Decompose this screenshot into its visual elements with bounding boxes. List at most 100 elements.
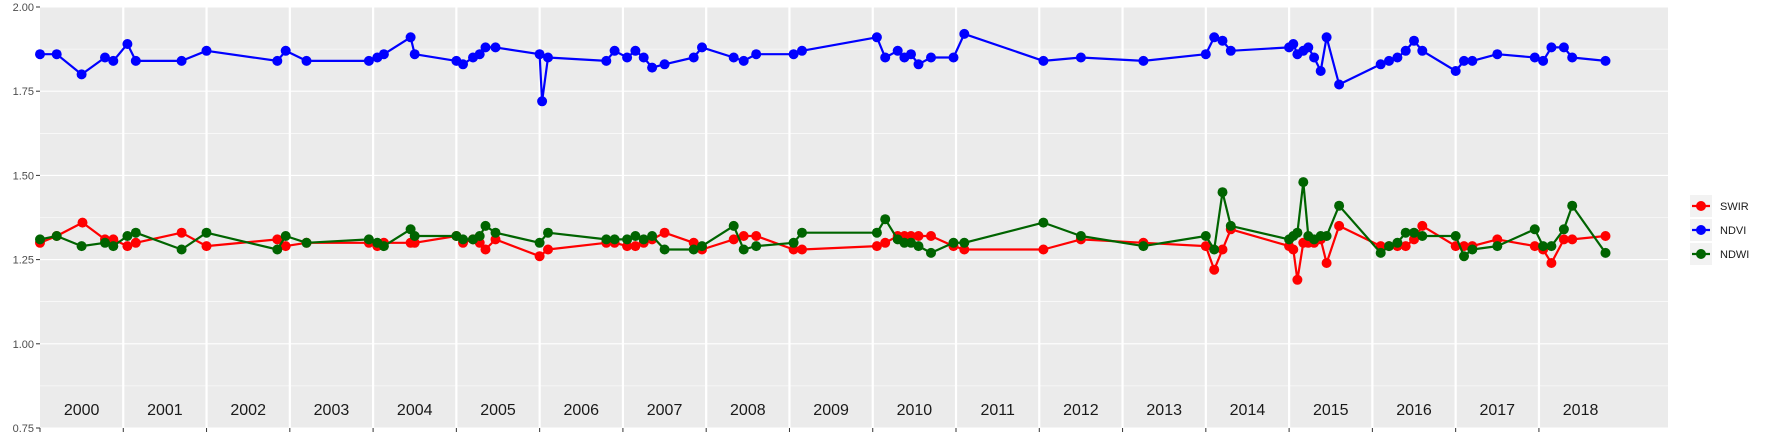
data-point xyxy=(1292,274,1303,285)
data-point xyxy=(77,217,88,228)
y-tick-label: 1.00 xyxy=(13,339,34,351)
data-point xyxy=(76,241,87,252)
data-point xyxy=(728,234,739,245)
data-point xyxy=(1200,49,1211,60)
data-point xyxy=(130,237,141,248)
year-label: 2007 xyxy=(647,402,683,419)
data-point xyxy=(1309,52,1320,63)
data-point xyxy=(363,55,374,66)
data-point xyxy=(1315,66,1326,76)
data-point xyxy=(892,45,903,56)
year-label: 2008 xyxy=(730,402,766,419)
data-point xyxy=(1459,251,1469,262)
data-point xyxy=(122,39,133,49)
year-label: 2005 xyxy=(480,402,516,419)
legend-key-point xyxy=(1696,249,1706,259)
data-point xyxy=(906,49,916,60)
data-point xyxy=(1138,55,1149,66)
data-point xyxy=(176,244,187,255)
data-point xyxy=(1200,241,1211,252)
y-tick-label: 1.25 xyxy=(13,255,34,267)
data-point xyxy=(1492,241,1503,252)
data-point xyxy=(480,42,491,53)
data-point xyxy=(1334,200,1345,211)
data-point xyxy=(301,55,312,66)
year-label: 2011 xyxy=(980,402,1015,419)
legend-key-point xyxy=(1696,225,1706,235)
data-point xyxy=(1225,45,1236,56)
data-point xyxy=(35,234,45,245)
data-point xyxy=(1400,241,1411,252)
year-label: 2004 xyxy=(397,402,433,419)
data-point xyxy=(1538,55,1549,66)
data-point xyxy=(1450,66,1461,76)
data-point xyxy=(738,231,749,241)
minor-gridlines xyxy=(40,48,1668,387)
year-label: 2009 xyxy=(813,402,849,419)
data-point xyxy=(301,237,312,248)
data-point xyxy=(1392,237,1403,248)
data-point xyxy=(176,55,187,66)
data-point xyxy=(1209,32,1220,43)
data-point xyxy=(1409,35,1419,46)
data-point xyxy=(1529,52,1540,63)
legend-label-ndwi: NDWI xyxy=(1720,249,1749,261)
data-point xyxy=(108,55,119,66)
data-point xyxy=(926,52,936,63)
data-point xyxy=(880,52,891,63)
data-point xyxy=(906,237,916,248)
data-point xyxy=(272,55,283,66)
data-point xyxy=(638,52,649,63)
data-point xyxy=(1217,187,1228,198)
data-point xyxy=(751,241,762,252)
series-ndvi xyxy=(35,28,1611,107)
data-point xyxy=(1529,241,1540,252)
data-point xyxy=(76,69,87,80)
data-point xyxy=(1400,227,1411,238)
data-point xyxy=(1567,200,1578,211)
data-point xyxy=(659,227,670,238)
data-point xyxy=(1417,220,1428,231)
legend-label-ndvi: NDVI xyxy=(1720,225,1746,237)
data-point xyxy=(1375,247,1386,258)
data-point xyxy=(880,214,891,225)
data-point xyxy=(409,49,420,60)
data-point xyxy=(788,237,799,248)
data-point xyxy=(458,234,468,245)
data-point xyxy=(1321,258,1332,268)
data-point xyxy=(480,244,491,255)
data-point xyxy=(728,220,739,231)
data-point xyxy=(1038,244,1049,255)
data-point xyxy=(601,234,612,245)
data-point xyxy=(630,231,641,241)
year-label: 2015 xyxy=(1313,402,1349,419)
data-point xyxy=(534,49,545,60)
data-point xyxy=(1417,231,1428,241)
data-point xyxy=(1138,241,1149,252)
data-point xyxy=(959,237,970,248)
data-point xyxy=(480,220,491,231)
data-point xyxy=(638,234,649,245)
data-point xyxy=(272,234,283,245)
data-point xyxy=(1467,244,1478,255)
data-point xyxy=(948,237,959,248)
data-point xyxy=(272,244,283,255)
data-point xyxy=(1288,39,1299,49)
data-point xyxy=(1558,42,1569,53)
data-point xyxy=(35,49,45,60)
data-point xyxy=(697,42,707,53)
data-point xyxy=(1450,231,1461,241)
data-point xyxy=(1384,241,1394,252)
data-point xyxy=(1225,220,1236,231)
legend-key-point xyxy=(1696,201,1706,211)
year-label: 2000 xyxy=(64,402,100,419)
data-point xyxy=(728,52,739,63)
data-point xyxy=(1558,224,1569,235)
data-point xyxy=(1459,55,1469,66)
year-label: 2017 xyxy=(1479,402,1515,419)
data-point xyxy=(1075,231,1086,241)
data-point xyxy=(100,52,110,63)
data-point xyxy=(622,52,633,63)
data-point xyxy=(1409,227,1419,238)
data-point xyxy=(543,52,553,63)
